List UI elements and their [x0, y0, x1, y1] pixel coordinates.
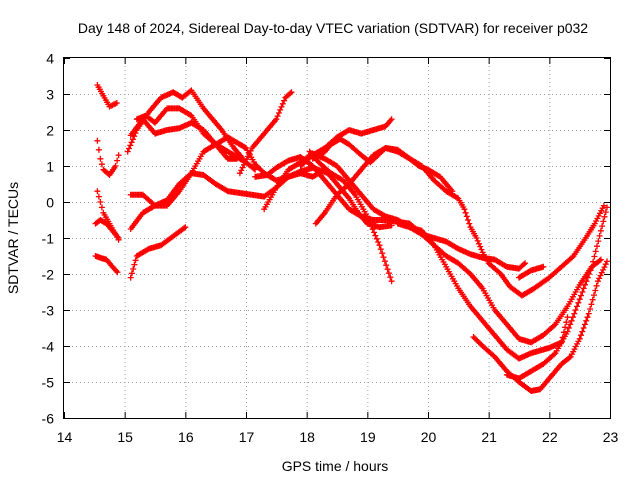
y-tick-label: -2: [42, 267, 55, 283]
series-arc-5: [92, 253, 121, 276]
series-arc-20: [470, 258, 610, 394]
y-tick-label: 3: [46, 87, 54, 103]
x-axis-label: GPS time / hours: [282, 458, 389, 474]
y-tick-label: -4: [42, 339, 55, 355]
series-arc-2: [94, 137, 122, 178]
x-tick-label: 16: [178, 429, 194, 445]
plot-frame: [63, 57, 611, 419]
x-tick-label: 23: [603, 429, 619, 445]
series-arc-4: [92, 217, 122, 241]
series-markers: [236, 89, 295, 177]
y-tick-label: 0: [46, 195, 54, 211]
series-markers: [503, 204, 610, 382]
series-arc-11: [127, 224, 189, 281]
x-tick-label: 18: [299, 429, 315, 445]
series-arc-19: [394, 220, 571, 362]
y-axis-label: SDTVAR / TECUs: [5, 182, 21, 294]
y-tick-label: 4: [46, 51, 54, 67]
series-markers: [312, 145, 607, 299]
x-tick-label: 15: [117, 429, 133, 445]
series-markers: [127, 224, 189, 281]
series-markers: [92, 217, 122, 241]
y-tick-label: -5: [42, 375, 55, 391]
y-tick-label: 1: [46, 159, 54, 175]
y-tick-label: -3: [42, 303, 55, 319]
series-arc-21: [516, 263, 547, 281]
x-tick-label: 21: [481, 429, 497, 445]
series-arc-12: [236, 89, 295, 177]
y-tick-label: -6: [42, 411, 55, 427]
y-tick-label: 2: [46, 123, 54, 139]
series-markers: [470, 258, 610, 394]
series-markers: [94, 82, 120, 110]
series-arc-18: [312, 145, 607, 299]
series-markers: [92, 253, 121, 276]
series-markers: [516, 263, 547, 281]
series-arc-1: [94, 82, 120, 110]
chart-title: Day 148 of 2024, Sidereal Day-to-day VTE…: [78, 20, 588, 36]
data-series: [92, 82, 610, 394]
x-tick-label: 19: [360, 429, 376, 445]
x-tick-label: 14: [57, 429, 73, 445]
series-markers: [394, 220, 571, 362]
x-tick-label: 17: [239, 429, 255, 445]
y-tick-label: -1: [42, 231, 55, 247]
x-tick-label: 22: [542, 429, 558, 445]
x-tick-label: 20: [421, 429, 437, 445]
series-markers: [94, 137, 122, 178]
series-arc-22: [503, 204, 610, 382]
